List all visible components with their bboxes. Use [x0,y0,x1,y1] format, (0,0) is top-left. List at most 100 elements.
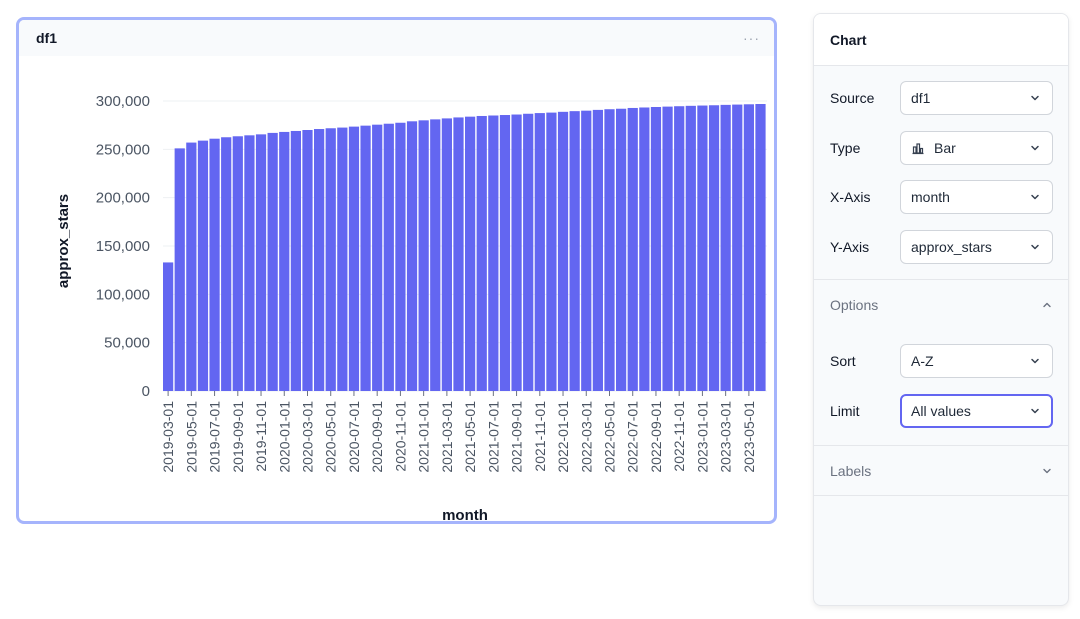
limit-value: All values [911,402,971,419]
bar[interactable] [348,126,360,392]
labels-label: Labels [830,462,872,479]
bar-chart: 0 50,000 100,000 150,000 200,000 250,000 300,0… [55,93,767,521]
source-select[interactable]: df1 [900,81,1053,115]
bar[interactable] [290,130,301,391]
bar[interactable] [186,142,197,391]
bar[interactable] [395,122,406,391]
bar[interactable] [476,115,487,392]
chart-card[interactable]: df1 ··· 0 50,000 100,000 150,000 200,000 250,… [16,17,777,524]
labels-section-toggle[interactable]: Labels [814,446,1068,496]
bar[interactable] [720,104,731,391]
bar[interactable] [616,108,627,392]
bar[interactable] [697,105,708,391]
x-tick-label: 2023-01-01 [694,401,710,473]
x-axis-label-text: X-Axis [830,189,871,206]
bar[interactable] [279,131,290,391]
bar[interactable] [592,109,603,391]
y-tick-label: 0 [142,383,150,400]
bar[interactable] [639,107,650,392]
x-axis-select[interactable]: month [900,180,1053,215]
bar[interactable] [418,120,429,391]
bar[interactable] [337,127,348,391]
x-tick-label: 2021-07-01 [485,401,501,473]
x-tick-label: 2020-01-01 [276,401,292,473]
limit-field: Limit All values [814,393,1068,444]
chevron-down-icon [1031,194,1039,200]
bar[interactable] [255,134,267,391]
x-tick-label: 2021-05-01 [462,401,478,473]
x-tick-label: 2020-05-01 [323,401,339,473]
bar[interactable] [372,124,383,392]
chevron-down-icon [1043,468,1051,473]
y-tick-label: 150,000 [96,238,150,255]
type-select[interactable]: Bar [900,130,1053,165]
bar[interactable] [743,104,754,391]
bar[interactable] [523,113,534,391]
bar[interactable] [441,118,452,392]
bar[interactable] [244,135,255,391]
bar[interactable] [488,115,499,392]
options-section-toggle[interactable]: Options [814,280,1068,330]
limit-label: Limit [830,402,860,419]
bar[interactable] [499,115,511,391]
bar[interactable] [511,114,522,391]
y-axis-select[interactable]: approx_stars [900,229,1053,264]
x-axis-field: X-Axis month [814,180,1068,230]
bar[interactable] [360,125,371,392]
x-tick-label: 2019-07-01 [207,401,223,473]
bar[interactable] [465,116,476,391]
bar[interactable] [267,132,278,391]
bar[interactable] [732,104,743,391]
options-label: Options [830,297,879,313]
panel-title: Chart [830,31,867,48]
bar[interactable] [302,130,313,391]
card-title: df1 [36,30,57,46]
options-body: Sort A-Z Limit All values [814,330,1068,446]
y-tick-label: 300,000 [96,93,150,110]
bar[interactable] [674,106,685,391]
y-tick-label: 250,000 [96,141,150,158]
bar[interactable] [325,128,336,391]
bar[interactable] [314,129,325,391]
bar[interactable] [197,140,209,391]
bar[interactable] [209,138,220,391]
bar[interactable] [430,119,441,392]
source-field: Source df1 [814,81,1068,131]
bar[interactable] [755,104,766,391]
bar[interactable] [163,262,174,391]
type-label: Type [830,139,861,156]
sort-field: Sort A-Z [814,344,1068,394]
y-axis-field: Y-Axis approx_stars [814,229,1068,280]
bar[interactable] [221,137,232,391]
bar[interactable] [534,113,545,391]
chevron-up-icon [1043,302,1051,308]
x-tick-label: 2021-11-01 [532,401,548,472]
bar[interactable] [708,105,720,391]
sort-select[interactable]: A-Z [900,344,1053,378]
x-tick-label: 2020-09-01 [369,401,385,473]
bar[interactable] [685,105,696,391]
axis-fields: Source df1 Type Bar X-Axis mo [814,66,1068,280]
bar[interactable] [174,148,185,391]
y-axis-label: approx_stars [55,194,72,288]
bar[interactable] [453,117,464,392]
more-horizontal-icon[interactable]: ··· [743,30,760,46]
bar[interactable] [406,121,418,392]
x-tick-label: 2020-07-01 [346,401,362,473]
bar[interactable] [627,107,638,392]
bar[interactable] [650,106,662,392]
limit-select[interactable]: All values [900,393,1053,428]
bar[interactable] [662,106,673,392]
x-tick-label: 2019-03-01 [160,401,176,473]
bar[interactable] [546,112,557,391]
bar[interactable] [604,109,615,391]
type-field: Type Bar [814,130,1068,181]
bar[interactable] [383,123,394,391]
source-label: Source [830,90,875,106]
bar[interactable] [232,136,243,391]
y-tick-label: 50,000 [104,335,150,352]
chart-settings-panel: Chart Source df1 Type Bar [813,13,1069,606]
bar[interactable] [557,111,569,391]
bar[interactable] [581,110,592,392]
bar[interactable] [569,111,580,392]
